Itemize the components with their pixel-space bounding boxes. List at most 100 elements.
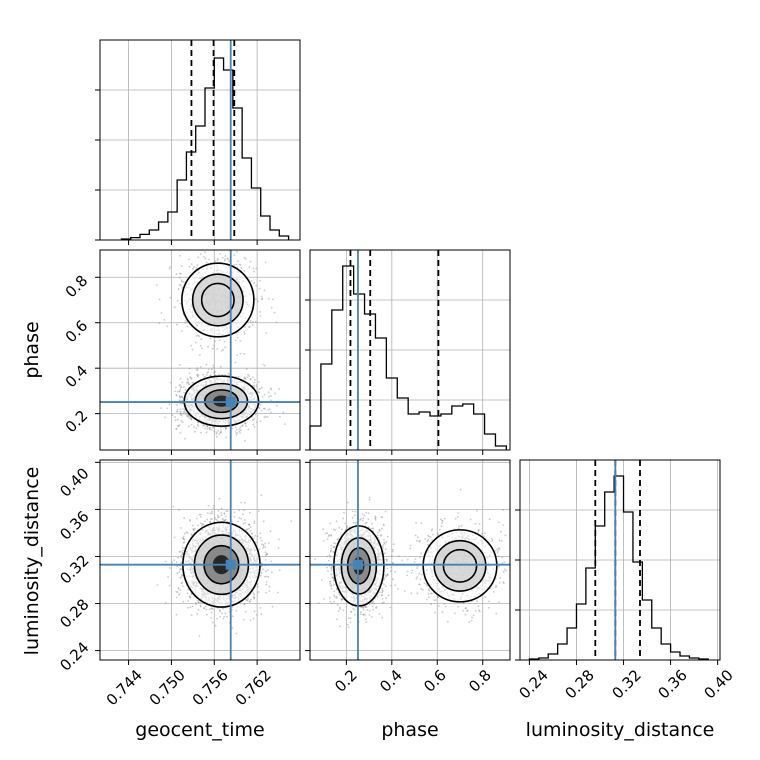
sample-point: [275, 321, 278, 324]
sample-point: [270, 399, 272, 402]
sample-point: [188, 367, 191, 370]
sample-point: [268, 297, 270, 300]
sample-point: [259, 574, 262, 577]
sample-point: [189, 606, 192, 609]
sample-point: [201, 524, 203, 526]
sample-point: [207, 368, 210, 371]
sample-point: [185, 381, 188, 384]
sample-point: [247, 597, 249, 600]
sample-point: [210, 617, 212, 619]
sample-point: [196, 421, 199, 423]
sample-point: [222, 518, 224, 520]
hist-phase-frame: [309, 249, 511, 451]
sample-point: [208, 427, 211, 430]
sample-point: [198, 513, 201, 516]
sample-point: [268, 542, 270, 544]
sample-point: [253, 596, 256, 599]
sample-point: [264, 542, 267, 545]
sample-point: [224, 612, 227, 615]
sample-point: [189, 417, 192, 420]
sample-point: [224, 518, 227, 521]
sample-point: [210, 368, 213, 371]
sample-point: [168, 267, 171, 270]
sample-point: [223, 519, 226, 522]
sample-point: [202, 373, 204, 376]
sample-point: [160, 312, 163, 314]
sample-point: [195, 603, 197, 606]
sample-point: [174, 419, 177, 422]
sample-point: [251, 533, 254, 535]
sample-point: [182, 280, 185, 283]
sample-point: [198, 242, 200, 244]
sample-point: [234, 339, 237, 342]
sample-point: [197, 524, 199, 527]
sample-point: [248, 523, 251, 526]
sample-point: [267, 576, 270, 578]
sample-point: [173, 306, 176, 309]
sample-point: [215, 435, 218, 438]
sample-point: [203, 607, 206, 609]
sample-point: [246, 528, 249, 531]
sample-point: [156, 284, 158, 286]
sample-point: [189, 596, 192, 598]
sample-point: [206, 425, 209, 428]
sample-point: [250, 532, 253, 535]
sample-point: [216, 259, 219, 261]
sample-point: [182, 408, 184, 410]
sample-point: [223, 512, 226, 515]
sample-point: [270, 306, 273, 309]
sample-point: [199, 366, 202, 368]
sample-point: [184, 321, 187, 324]
sample-point: [278, 388, 281, 390]
phase_vs_geocent_time-frame: [99, 249, 301, 451]
sample-point: [235, 429, 238, 431]
sample-point: [168, 403, 171, 406]
sample-point: [252, 321, 254, 323]
sample-point: [196, 374, 199, 377]
sample-point: [188, 265, 191, 268]
sample-point: [185, 319, 187, 322]
sample-point: [175, 596, 178, 599]
sample-point: [178, 384, 181, 387]
sample-point: [174, 386, 177, 389]
sample-point: [259, 532, 262, 535]
sample-point: [268, 408, 271, 410]
sample-point: [259, 607, 262, 609]
sample-point: [177, 588, 180, 590]
sample-point: [275, 404, 278, 407]
hist-luminosity_distance-frame: [519, 459, 721, 661]
sample-point: [183, 386, 185, 388]
sample-point: [209, 426, 212, 429]
sample-point: [180, 330, 183, 332]
sample-point: [178, 363, 181, 366]
sample-point: [259, 310, 262, 313]
sample-point: [238, 430, 241, 433]
sample-point: [190, 533, 193, 536]
sample-point: [261, 396, 264, 398]
sample-point: [247, 428, 250, 431]
sample-point: [190, 423, 193, 426]
sample-point: [176, 591, 179, 594]
sample-point: [245, 599, 248, 601]
sample-point: [187, 600, 190, 602]
sample-point: [205, 605, 207, 608]
sample-point: [266, 416, 269, 418]
sample-point: [238, 509, 241, 512]
sample-point: [190, 377, 192, 380]
sample-point: [205, 374, 208, 376]
sample-point: [156, 584, 159, 586]
sample-point: [178, 594, 180, 596]
sample-point: [221, 373, 224, 376]
sample-point: [206, 372, 209, 374]
sample-point: [212, 504, 215, 507]
sample-point: [209, 374, 212, 377]
sample-point: [203, 256, 205, 258]
sample-point: [208, 428, 211, 431]
sample-point: [254, 413, 257, 416]
sample-point: [171, 414, 174, 417]
sample-point: [180, 414, 183, 417]
sample-point: [234, 361, 237, 364]
sample-point: [195, 427, 198, 430]
sample-point: [182, 402, 185, 405]
sample-point: [196, 369, 199, 371]
